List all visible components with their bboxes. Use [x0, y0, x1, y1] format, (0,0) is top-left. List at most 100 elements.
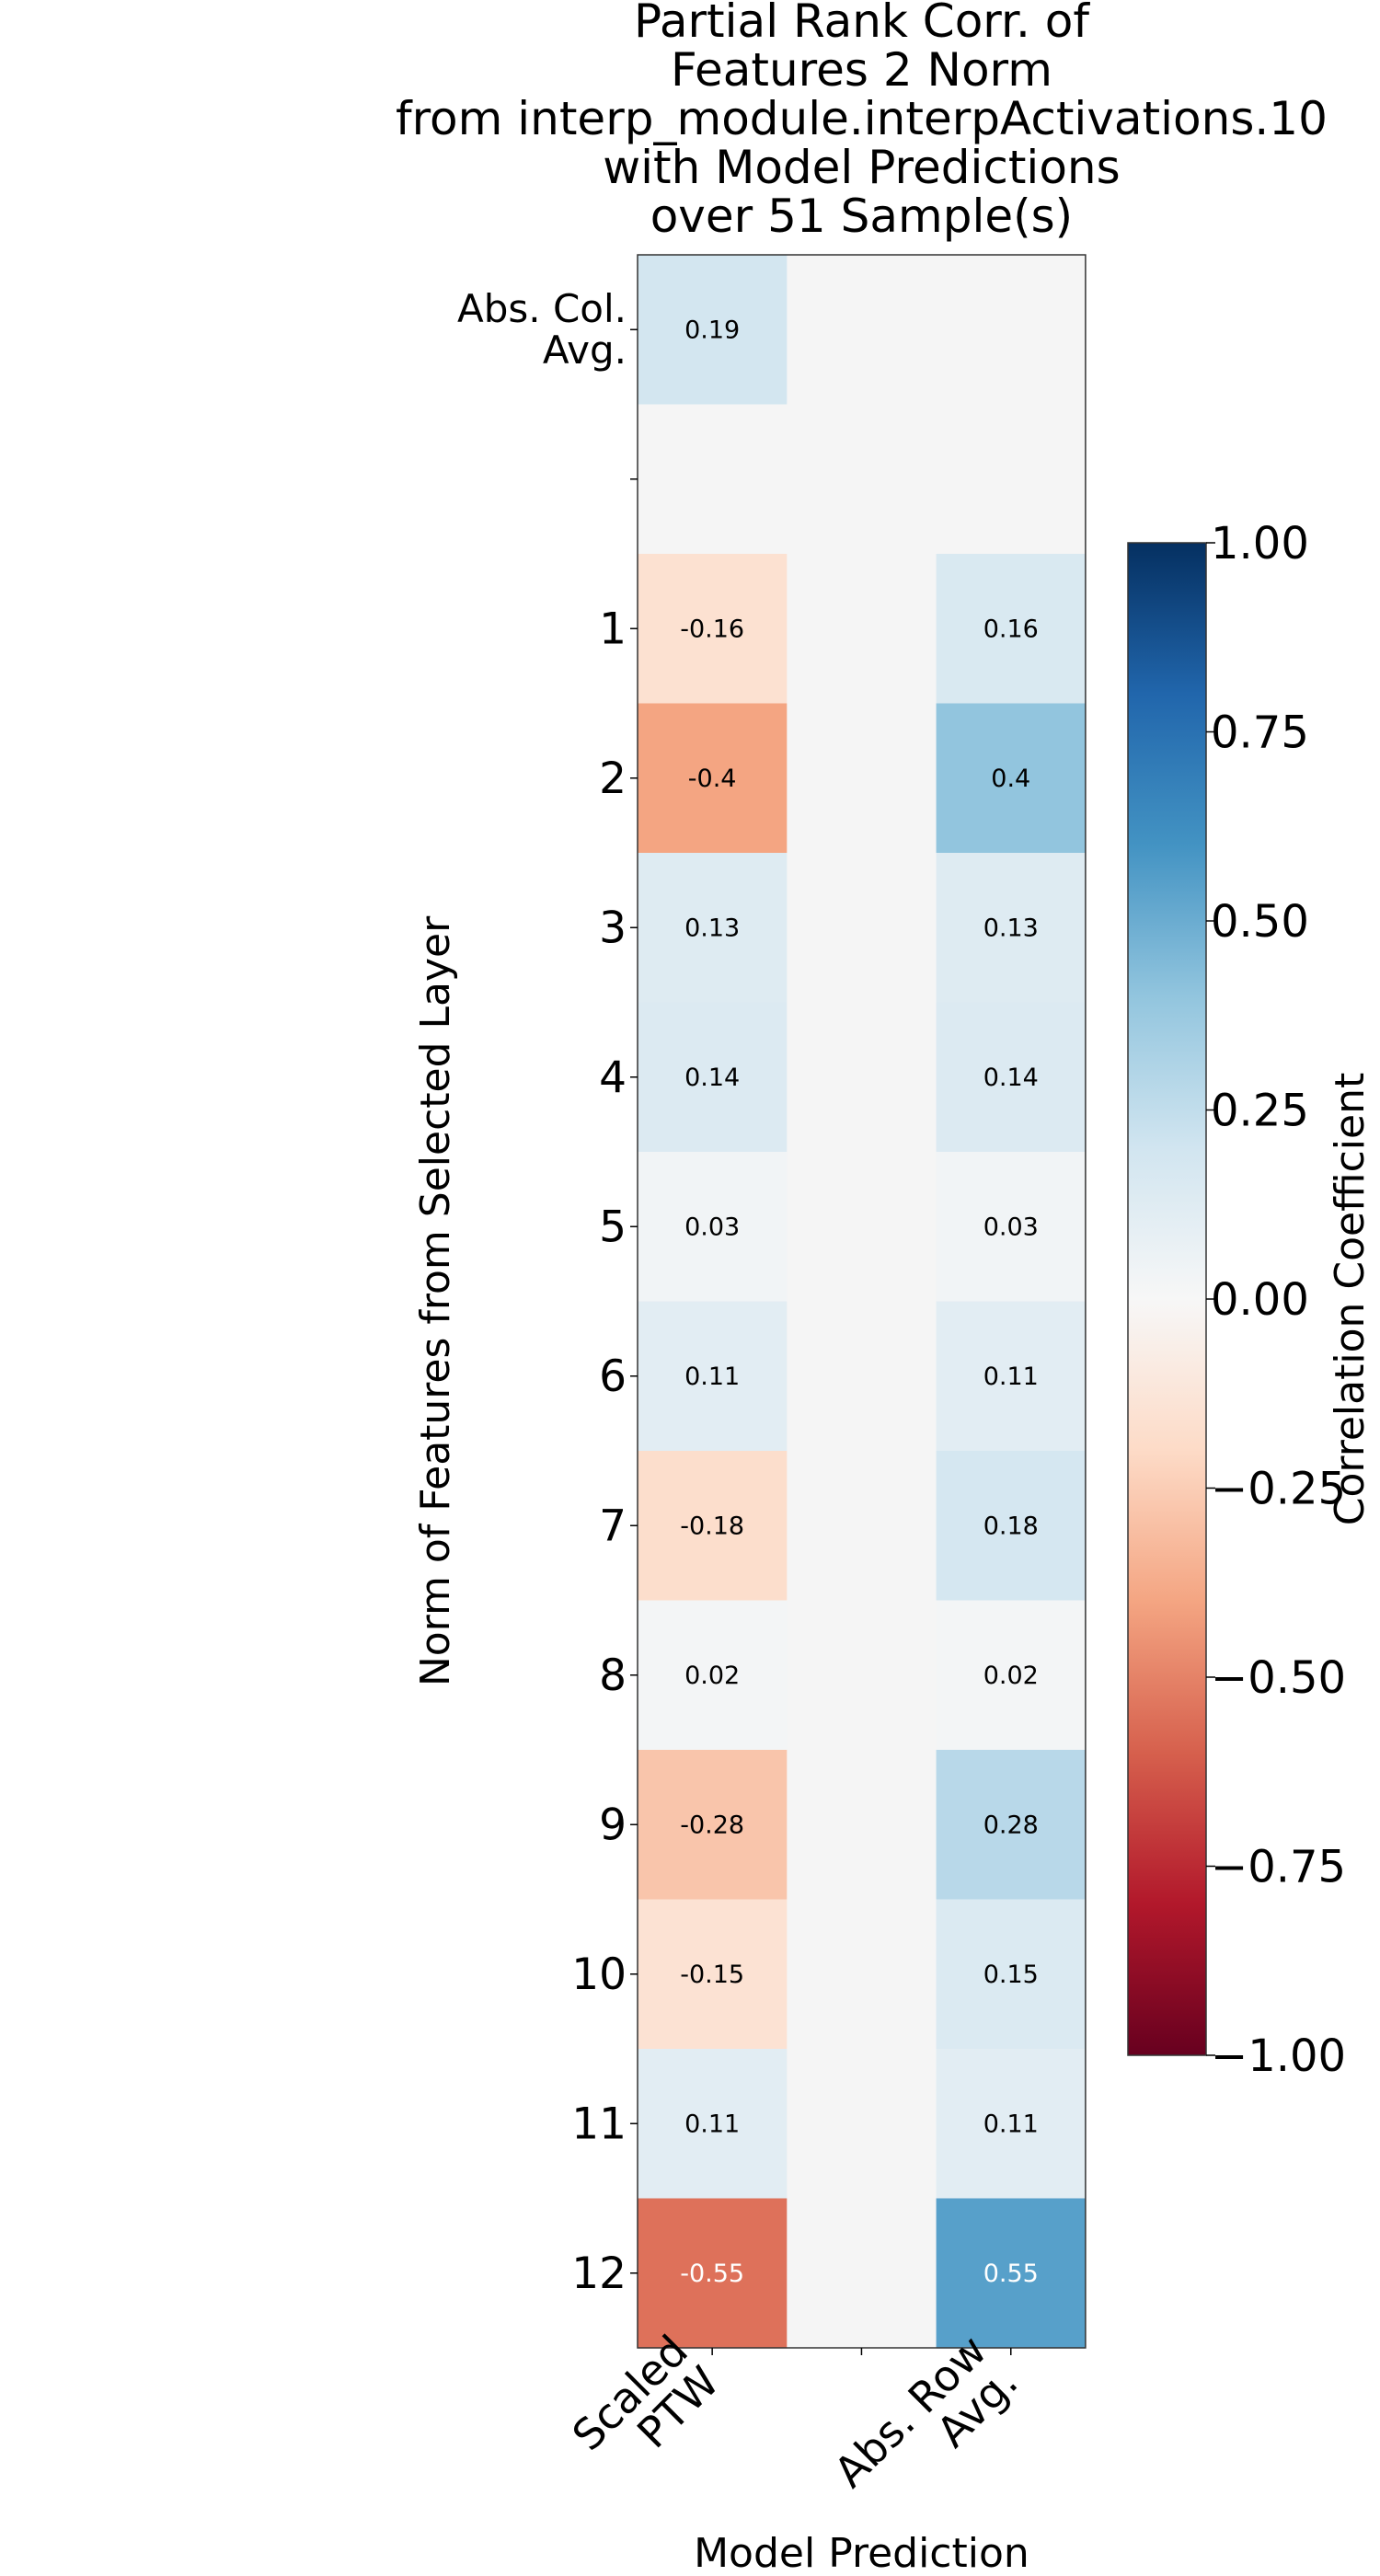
heatmap-cell — [638, 255, 788, 406]
heatmap-cell — [787, 404, 937, 555]
heatmap-cell — [638, 853, 788, 1004]
heatmap-cell — [936, 1451, 1087, 1602]
heatmap-cell — [787, 1750, 937, 1901]
heatmap-cell — [936, 1002, 1087, 1153]
heatmap-cell — [787, 554, 937, 705]
y-axis-label: Norm of Features from Selected Layer — [412, 915, 459, 1686]
colorbar-tick-label: 0.75 — [1211, 707, 1309, 759]
colorbar-tick-label: 0.50 — [1211, 896, 1309, 948]
heatmap-cell — [936, 1750, 1087, 1901]
y-tick-label: 7 — [599, 1501, 627, 1551]
cell-value-label: 0.15 — [983, 1961, 1039, 1989]
heatmap-cell — [787, 1002, 937, 1153]
cell-value-label: 0.19 — [684, 316, 740, 344]
heatmap-cell — [936, 1301, 1087, 1452]
y-tick-label: 12 — [571, 2248, 627, 2299]
heatmap-cell — [936, 255, 1087, 406]
title-line: with Model Predictions — [603, 141, 1120, 194]
cell-value-label: -0.15 — [680, 1961, 744, 1989]
heatmap-cell — [638, 1451, 788, 1602]
heatmap-cell — [787, 1899, 937, 2050]
cell-value-label: 0.13 — [684, 914, 740, 942]
colorbar-tick-label: −1.00 — [1211, 2030, 1346, 2082]
heatmap-cell — [638, 1002, 788, 1153]
title-line: from interp_module.interpActivations.10 — [396, 92, 1328, 145]
cell-value-label: -0.4 — [688, 765, 737, 793]
heatmap-cell — [936, 554, 1087, 705]
heatmap-cell — [638, 554, 788, 705]
heatmap-cell — [936, 2198, 1087, 2349]
heatmap-cell — [936, 853, 1087, 1004]
heatmap-cell — [936, 1600, 1087, 1751]
heatmap-cell — [787, 2198, 937, 2349]
colorbar-tick-label: 0.00 — [1211, 1274, 1309, 1326]
heatmap-cell — [787, 853, 937, 1004]
heatmap-cells — [638, 255, 1087, 2349]
cell-value-label: 0.11 — [684, 1363, 740, 1391]
y-tick-label: 6 — [599, 1351, 627, 1402]
heatmap-cell — [638, 2198, 788, 2349]
colorbar-tick-label: 1.00 — [1211, 518, 1309, 569]
y-tick-label: 3 — [599, 903, 627, 953]
colorbar-tick-label: −0.25 — [1211, 1464, 1346, 1515]
heatmap-cell — [936, 1899, 1087, 2050]
heatmap-cell — [638, 1301, 788, 1452]
cell-value-label: 0.28 — [983, 1811, 1039, 1839]
y-tick-label: 8 — [599, 1650, 627, 1701]
heatmap-cell — [787, 1152, 937, 1303]
title-line: Partial Rank Corr. of — [634, 0, 1090, 48]
y-tick-label: Abs. Col. — [457, 286, 627, 331]
cell-value-label: 0.11 — [983, 2110, 1039, 2138]
cell-value-label: 0.11 — [684, 2110, 740, 2138]
y-tick-label: 1 — [599, 604, 627, 654]
heatmap-cell — [787, 255, 937, 406]
heatmap-cell — [936, 1152, 1087, 1303]
cell-value-label: -0.55 — [680, 2260, 744, 2288]
heatmap-cell — [638, 1750, 788, 1901]
heatmap-cell — [787, 1600, 937, 1751]
colorbar-ticks: 1.00 0.75 0.50 0.25 0.00 −0.25 −0.50 −0.75 −1.00 — [1206, 518, 1346, 2082]
cell-value-label: 0.03 — [983, 1213, 1039, 1241]
heatmap-cell — [787, 2049, 937, 2200]
cell-value-label: -0.28 — [680, 1811, 744, 1839]
title-line: Features 2 Norm — [671, 43, 1052, 97]
cell-value-label: 0.11 — [983, 1363, 1039, 1391]
y-tick-label: 2 — [599, 753, 627, 804]
heatmap-cell — [638, 404, 788, 555]
colorbar-tick-label: −0.75 — [1211, 1842, 1346, 1893]
heatmap-cell — [638, 2049, 788, 2200]
colorbar-label: Correlation Coefficient — [1327, 1073, 1374, 1526]
heatmap-cell — [936, 404, 1087, 555]
x-axis-label: Model Prediction — [694, 2530, 1029, 2576]
cell-value-label: 0.13 — [983, 914, 1039, 942]
cell-value-label: 0.18 — [983, 1512, 1039, 1540]
title-line: over 51 Sample(s) — [650, 190, 1073, 243]
heatmap-cell — [787, 1451, 937, 1602]
y-tick-label: Avg. — [543, 328, 627, 373]
heatmap-cell — [638, 1600, 788, 1751]
colorbar-tick-label: 0.25 — [1211, 1086, 1309, 1137]
cell-value-label: 0.03 — [684, 1213, 740, 1241]
heatmap-cell — [638, 703, 788, 854]
y-tick-label: 9 — [599, 1800, 627, 1850]
y-tick-label: 10 — [571, 1949, 627, 2000]
cell-value-label: 0.16 — [983, 615, 1039, 643]
cell-value-label: 0.02 — [983, 1662, 1039, 1690]
y-tick-label: 11 — [571, 2099, 627, 2149]
cell-value-label: 0.14 — [684, 1064, 740, 1092]
cell-value-labels: 0.19 -0.16 0.16 -0.4 0.4 0.13 0.13 0.14 0.14 0.03… — [680, 316, 1039, 2288]
colorbar-tick-label: −0.50 — [1211, 1652, 1346, 1704]
heatmap-cell — [936, 2049, 1087, 2200]
cell-value-label: -0.18 — [680, 1512, 744, 1540]
y-tick-label: 4 — [599, 1052, 627, 1103]
cell-value-label: 0.4 — [991, 765, 1030, 793]
colorbar — [1127, 542, 1207, 2056]
y-tick-label: 5 — [599, 1202, 627, 1252]
heatmap-cell — [787, 1301, 937, 1452]
heatmap-cell — [638, 1899, 788, 2050]
cell-value-label: 0.02 — [684, 1662, 740, 1690]
